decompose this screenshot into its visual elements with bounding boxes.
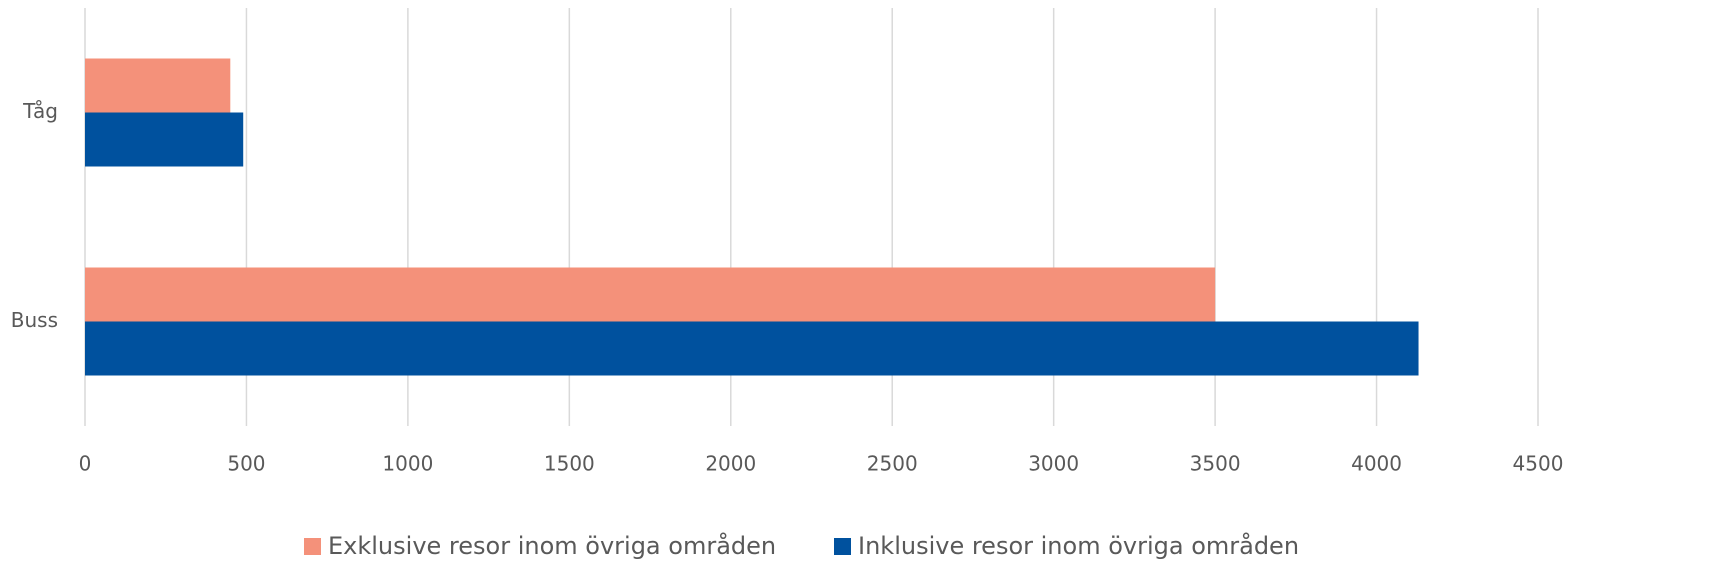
x-tick-label: 500 <box>227 452 265 476</box>
legend-label: Exklusive resor inom övriga områden <box>328 531 776 560</box>
x-tick-label: 0 <box>79 452 92 476</box>
bar <box>85 58 231 113</box>
x-tick-label: 2000 <box>705 452 756 476</box>
y-tick-label: Buss <box>11 308 58 332</box>
x-tick-label: 4500 <box>1513 452 1564 476</box>
legend-swatch <box>304 538 321 555</box>
x-tick-label: 4000 <box>1351 452 1402 476</box>
x-tick-label: 1000 <box>382 452 433 476</box>
legend-label: Inklusive resor inom övriga områden <box>858 531 1299 560</box>
y-tick-label: Tåg <box>22 99 58 123</box>
x-tick-label: 1500 <box>544 452 595 476</box>
bar <box>85 112 244 167</box>
x-tick-label: 2500 <box>867 452 918 476</box>
bar <box>85 267 1216 322</box>
bar <box>85 321 1419 376</box>
x-tick-label: 3500 <box>1190 452 1241 476</box>
x-tick-label: 3000 <box>1028 452 1079 476</box>
legend-swatch <box>834 538 851 555</box>
